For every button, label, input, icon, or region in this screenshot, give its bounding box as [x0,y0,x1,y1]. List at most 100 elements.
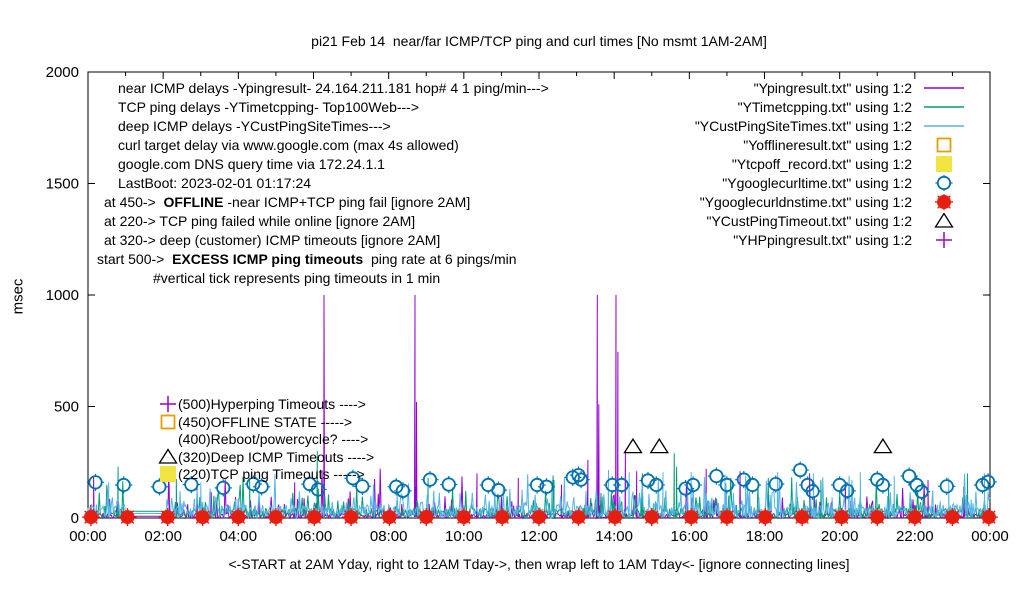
annotation-line: TCP ping delays -YTimetcpping- Top100Web… [118,99,420,115]
series--ycustpingtimeout-txt-using-1-2 [623,437,893,454]
plus-icon [936,231,952,248]
circle-open-icon [676,479,695,498]
annotation-block: near ICMP delays -Ypingresult- 24.164.21… [97,79,549,288]
legend-marker [936,155,952,172]
legend-marker [924,124,964,127]
triangle-open-icon [158,448,178,464]
threshold-label-text: (400)Reboot/powercycle? ----> [178,431,369,447]
circle-filled-icon [266,508,285,527]
square-open-icon [160,414,176,430]
circle-open-icon [344,469,362,487]
circle-open-icon [115,476,133,494]
circle-open-icon [743,476,762,494]
legend-item: "Ypingresult.txt" using 1:2 [695,78,966,97]
chart-title: pi21 Feb 14 near/far ICMP/TCP ping and c… [311,33,767,49]
legend-item-label: "YTimetcpping.txt" using 1:2 [737,98,912,115]
series--ygooglecurltime-txt-using-1-2 [86,461,997,501]
legend-marker [936,231,952,248]
legend-item: "Yofflineresult.txt" using 1:2 [695,135,966,154]
threshold-label: (320)Deep ICMP Timeouts ----> [158,448,374,466]
circle-filled-icon [905,508,924,527]
circle-open-icon [387,478,405,496]
circle-open-icon [603,476,621,494]
y-tick-label: 500 [54,399,79,416]
triangle-open-icon [649,437,669,454]
legend-item: "Ygooglecurltime.txt" using 1:2 [695,173,966,192]
circle-filled-icon [305,508,324,527]
legend-item-label: "Yofflineresult.txt" using 1:2 [743,136,912,153]
y-axis-title: msec [9,278,27,315]
threshold-label-text: (320)Deep ICMP Timeouts ----> [178,449,375,465]
threshold-label: (450)OFFLINE STATE -----> [158,413,352,431]
x-tick-label: 18:00 [746,528,784,545]
circle-filled-icon [82,508,101,527]
annotation-line: at 320-> deep (customer) ICMP timeouts [… [104,232,441,248]
annotation-line: near ICMP delays -Ypingresult- 24.164.21… [118,80,549,96]
circle-open-icon [874,476,892,494]
circle-filled-icon [793,508,812,527]
annotation-line: curl target delay via www.google.com (ma… [118,137,459,153]
circle-open-icon [900,467,918,485]
x-tick-label: 00:00 [69,528,107,545]
x-tick-label: 06:00 [295,528,333,545]
legend-item: "Ygooglecurldnstime.txt" using 1:2 [695,192,966,211]
circle-filled-icon [935,193,953,210]
circle-filled-icon [756,508,775,527]
circle-open-icon [309,480,327,499]
y-tick-label: 1000 [46,287,79,304]
annotation-line: at 220-> TCP ping failed while online [i… [104,213,416,229]
threshold-label: (500)Hyperping Timeouts ----> [158,395,366,413]
circle-open-icon [912,483,931,501]
circle-open-icon [214,479,232,497]
no-icon [158,430,178,448]
circle-open-icon [804,482,822,500]
circle-open-icon [838,482,856,500]
circle-open-icon [489,481,508,499]
annotation-line: google.com DNS query time via 172.24.1.1 [118,156,385,172]
circle-filled-icon [868,508,887,527]
threshold-label-text: (220)TCP ping Timeouts -----> [178,466,365,482]
circle-open-icon [253,478,271,496]
x-tick-label: 02:00 [144,528,182,545]
legend-item-label: "Ypingresult.txt" using 1:2 [753,79,912,96]
x-tick-label: 22:00 [896,528,934,545]
legend-item-label: "YCustPingTimeout.txt" using 1:2 [706,212,912,229]
x-tick-label: 20:00 [821,528,859,545]
circle-filled-icon [605,508,624,527]
square-open-icon [936,137,952,152]
plus-icon [160,396,176,412]
circle-open-icon [639,471,657,490]
circle-filled-icon [530,508,548,527]
legend: "Ypingresult.txt" using 1:2 "YTimetcpping… [695,78,966,249]
circle-open-icon [353,477,371,495]
circle-open-icon [767,475,785,493]
annotation-line: #vertical tick represents ping timeouts … [153,270,441,286]
circle-open-icon [707,467,725,485]
x-tick-label: 16:00 [671,528,709,545]
y-tick-label: 2000 [46,64,79,81]
circle-filled-icon [118,508,137,527]
circle-open-icon [938,477,956,495]
circle-filled-icon [979,508,998,527]
legend-item-label: "YCustPingSiteTimes.txt" using 1:2 [694,117,912,134]
circle-open-icon [421,471,439,489]
circle-open-icon [394,482,412,500]
square-filled-icon [160,466,176,482]
legend-item: "YCustPingSiteTimes.txt" using 1:2 [695,116,966,135]
circle-open-icon [572,471,590,489]
threshold-plus-icon [160,396,176,412]
triangle-open-icon [623,437,643,454]
x-tick-label: 10:00 [445,528,483,545]
legend-item-label: "YHPpingresult.txt" using 1:2 [733,231,912,248]
y-tick-label: 1500 [46,176,79,193]
y-tick-label: 0 [71,510,79,527]
circle-open-icon [150,478,169,496]
legend-item: "YCustPingTimeout.txt" using 1:2 [695,211,966,230]
legend-marker [935,174,953,191]
annotation-line: deep ICMP delays -YCustPingSiteTimes---> [118,118,391,134]
circle-filled-icon [158,508,177,527]
threshold-label: (400)Reboot/powercycle? ----> [158,430,368,448]
circle-filled-icon [493,508,512,527]
